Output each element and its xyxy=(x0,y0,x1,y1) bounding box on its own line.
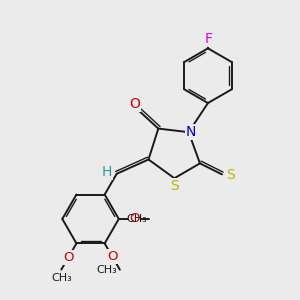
Text: O: O xyxy=(129,212,140,226)
Text: F: F xyxy=(205,32,213,46)
Text: CH₃: CH₃ xyxy=(126,214,147,224)
Text: O: O xyxy=(129,97,140,111)
Text: CH₃: CH₃ xyxy=(51,273,72,283)
Text: S: S xyxy=(171,179,179,193)
Text: S: S xyxy=(226,168,235,182)
Text: CH₃: CH₃ xyxy=(97,265,118,275)
Text: N: N xyxy=(186,124,196,139)
Text: H: H xyxy=(102,165,112,179)
Text: O: O xyxy=(107,250,118,263)
Text: O: O xyxy=(64,251,74,264)
